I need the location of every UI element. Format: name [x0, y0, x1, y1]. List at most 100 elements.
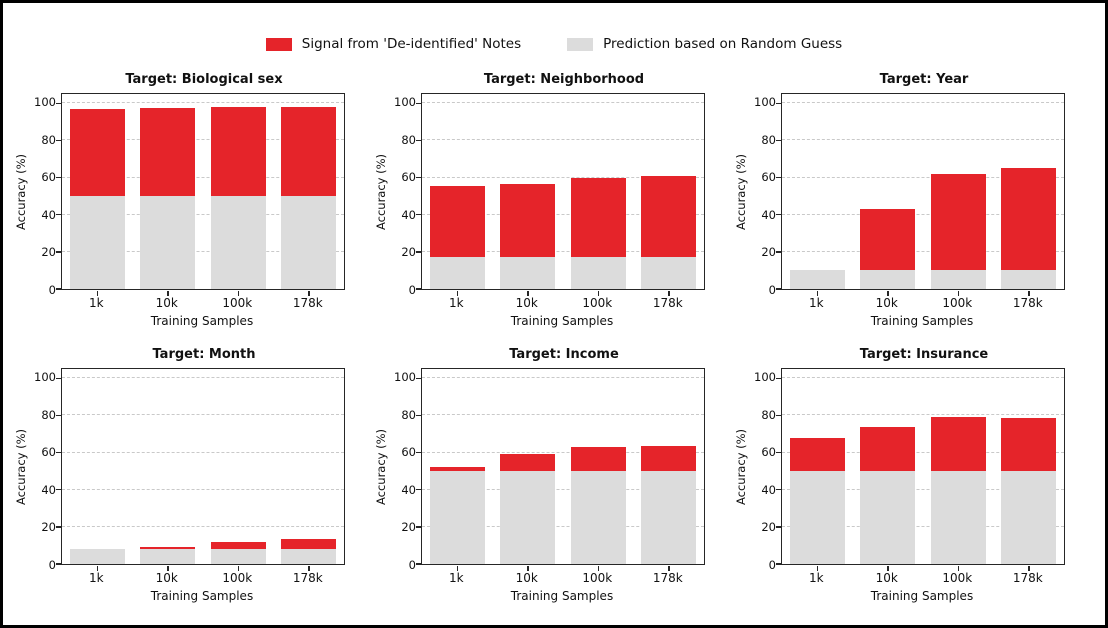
y-tick-label: 100 — [754, 370, 776, 385]
y-tick-label: 80 — [41, 132, 56, 147]
gridline — [782, 102, 1064, 104]
x-tick-labels: 1k 10k 100k 178k — [421, 296, 703, 312]
bar-slot-178k — [634, 369, 705, 564]
legend-item-random: Prediction based on Random Guess — [567, 36, 842, 52]
legend-item-signal: Signal from 'De-identified' Notes — [265, 36, 521, 52]
y-tick-label: 80 — [401, 132, 416, 147]
x-tick-labels: 1k 10k 100k 178k — [421, 571, 703, 587]
x-tick-label-10k: 10k — [515, 571, 538, 585]
y-tick-mark — [775, 288, 781, 290]
random-guess-segment — [570, 471, 626, 564]
y-tick-mark — [55, 102, 61, 105]
x-tick-label-100k: 100k — [582, 296, 613, 310]
x-axis-label: Training Samples — [150, 314, 254, 328]
random-guess-segment — [789, 270, 845, 289]
x-tick-label-178k: 178k — [1012, 296, 1043, 310]
signal-segment — [860, 426, 916, 472]
subplot-target-year: Target: Year Accuracy (%) 0 20 40 60 80 100 1k 10… — [733, 71, 1093, 328]
gridline — [62, 488, 344, 490]
subplot-target-insurance: Target: Insurance Accuracy (%) 0 20 40 60 80 10… — [733, 346, 1093, 603]
gridline — [422, 139, 704, 141]
y-tick-mark — [55, 176, 61, 179]
y-tick-label: 80 — [761, 407, 776, 422]
gridline — [782, 250, 1064, 252]
bar-slot-1k — [62, 94, 133, 289]
stacked-bar-100k — [210, 107, 266, 289]
random-guess-segment — [570, 257, 626, 289]
y-tick-mark — [415, 288, 421, 290]
gridline — [422, 377, 704, 379]
y-tick-label: 60 — [401, 445, 416, 460]
charts-grid: Target: Biological sex Accuracy (%) 0 20 40 6… — [3, 55, 1105, 603]
y-tick-mark — [775, 176, 781, 179]
x-tick-mark — [1028, 290, 1030, 296]
y-tick-mark — [415, 102, 421, 105]
random-guess-segment — [210, 196, 266, 289]
signal-segment — [930, 173, 986, 271]
stacked-bar-100k — [930, 173, 986, 289]
gridline — [422, 250, 704, 252]
x-tick-label-1k: 1k — [88, 571, 104, 585]
y-tick-label: 40 — [401, 482, 416, 497]
plot-area — [775, 368, 1065, 571]
x-tick-mark — [887, 290, 889, 296]
y-tick-label: 60 — [761, 445, 776, 460]
gridline — [422, 414, 704, 416]
random-guess-segment — [281, 548, 337, 564]
bar-slot-10k — [493, 369, 564, 564]
y-tick-mark — [775, 451, 781, 454]
y-tick-label: 80 — [41, 407, 56, 422]
x-axis-label: Training Samples — [150, 589, 254, 603]
random-guess-segment — [641, 257, 697, 289]
gridline — [782, 451, 1064, 453]
x-tick-label-178k: 178k — [292, 571, 323, 585]
subplot-title: Target: Year — [879, 72, 969, 87]
signal-segment — [210, 107, 266, 197]
bar-slot-178k — [274, 94, 345, 289]
y-tick-label: 80 — [401, 407, 416, 422]
x-tick-mark — [816, 565, 818, 571]
gridline — [422, 451, 704, 453]
random-guess-segment — [930, 270, 986, 289]
x-tick-mark — [1028, 565, 1030, 571]
signal-segment — [140, 107, 196, 197]
plot-area — [55, 93, 345, 296]
signal-segment — [789, 437, 845, 472]
signal-segment — [69, 108, 125, 197]
y-tick-mark — [775, 526, 781, 528]
plot-area — [415, 368, 705, 571]
signal-segment — [429, 466, 485, 472]
y-tick-label: 20 — [401, 520, 416, 535]
y-tick-mark — [55, 288, 61, 290]
stacked-bar-1k — [69, 548, 125, 564]
signal-segment — [641, 175, 697, 258]
y-tick-mark — [415, 139, 421, 142]
x-tick-mark — [96, 290, 98, 296]
stacked-bar-10k — [500, 184, 556, 289]
x-tick-label-10k: 10k — [515, 296, 538, 310]
x-tick-label-100k: 100k — [942, 296, 973, 310]
x-tick-mark — [597, 290, 599, 296]
y-tick-label: 0 — [408, 283, 416, 297]
plot-area — [775, 93, 1065, 296]
y-tick-label: 100 — [754, 95, 776, 110]
gridline — [422, 213, 704, 215]
x-tick-label-1k: 1k — [808, 296, 824, 310]
y-tick-mark — [415, 414, 421, 417]
y-tick-labels: 0 20 40 60 80 100 — [389, 93, 421, 296]
signal-segment — [641, 446, 697, 472]
x-tick-label-100k: 100k — [222, 571, 253, 585]
stacked-bar-10k — [500, 454, 556, 564]
x-tick-mark — [668, 565, 670, 571]
subplot-target-income: Target: Income Accuracy (%) 0 20 40 60 80 100 1k… — [373, 346, 733, 603]
y-axis-label: Accuracy (%) — [734, 428, 748, 505]
gridline — [782, 414, 1064, 416]
gridline — [62, 525, 344, 527]
stacked-bar-100k — [570, 177, 626, 289]
subplot-title: Target: Insurance — [859, 347, 989, 362]
stacked-bar-178k — [281, 107, 337, 289]
gridline — [62, 451, 344, 453]
x-tick-mark — [308, 565, 310, 571]
x-tick-mark — [527, 290, 529, 296]
stacked-bar-1k — [429, 185, 485, 289]
